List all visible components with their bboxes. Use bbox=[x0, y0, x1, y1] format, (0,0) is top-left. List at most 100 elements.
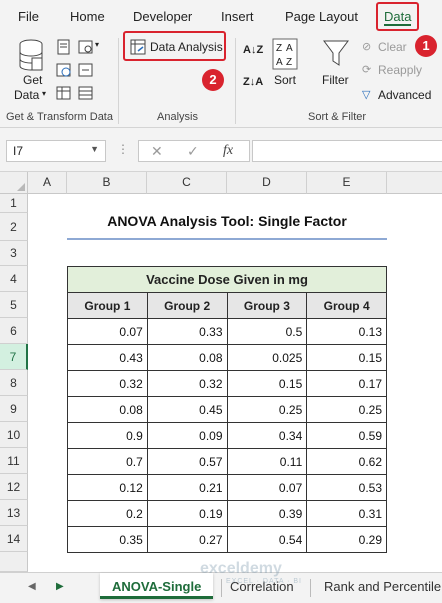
tab-data[interactable]: Data bbox=[376, 2, 420, 31]
data-analysis-button[interactable]: Data Analysis bbox=[123, 31, 226, 61]
tab-page-layout[interactable]: Page Layout bbox=[285, 9, 359, 24]
from-text-icon[interactable] bbox=[56, 39, 72, 55]
table-cell[interactable]: 0.07 bbox=[67, 318, 148, 345]
table-cell[interactable]: 0.11 bbox=[226, 448, 308, 475]
table-cell[interactable]: 0.9 bbox=[67, 422, 148, 449]
scroll-left-icon[interactable]: ◀ bbox=[28, 581, 36, 592]
chevron-down-icon[interactable]: ▼ bbox=[90, 144, 99, 154]
table-cell[interactable]: 0.09 bbox=[146, 422, 228, 449]
column-header-b[interactable]: B bbox=[67, 172, 147, 194]
clear-label[interactable]: Clear bbox=[378, 40, 407, 54]
table-cell[interactable]: 0.54 bbox=[226, 526, 308, 553]
tab-developer[interactable]: Developer bbox=[133, 9, 193, 24]
table-cell[interactable]: 0.59 bbox=[306, 422, 387, 449]
row-header[interactable]: 8 bbox=[0, 370, 28, 396]
table-cell[interactable]: 0.08 bbox=[146, 344, 228, 371]
table-cell[interactable]: 0.43 bbox=[67, 344, 148, 371]
table-cell[interactable]: 0.12 bbox=[67, 474, 148, 501]
row-header[interactable]: 6 bbox=[0, 318, 28, 344]
row-header[interactable]: 11 bbox=[0, 448, 28, 474]
sheet-tab-rank-percentile[interactable]: Rank and Percentile bbox=[324, 579, 442, 594]
advanced-label[interactable]: Advanced bbox=[378, 88, 432, 102]
existing-connections-icon[interactable] bbox=[78, 62, 94, 78]
table-cell[interactable]: 0.21 bbox=[146, 474, 228, 501]
table-cell[interactable]: 0.15 bbox=[306, 344, 387, 371]
column-group-1[interactable]: Group 1 bbox=[67, 292, 148, 319]
table-cell[interactable]: 0.25 bbox=[226, 396, 308, 423]
recent-sources-icon[interactable] bbox=[78, 39, 94, 55]
table-cell[interactable]: 0.29 bbox=[306, 526, 387, 553]
queries-connections-icon[interactable] bbox=[78, 85, 94, 101]
reapply-icon[interactable]: ⟳ bbox=[362, 64, 372, 76]
column-header-c[interactable]: C bbox=[147, 172, 227, 194]
formula-input[interactable] bbox=[252, 140, 442, 162]
table-cell[interactable]: 0.17 bbox=[306, 370, 387, 397]
table-cell[interactable]: 0.34 bbox=[226, 422, 308, 449]
table-cell[interactable]: 0.27 bbox=[146, 526, 228, 553]
cancel-icon[interactable]: ✕ bbox=[151, 143, 163, 159]
table-cell[interactable]: 0.35 bbox=[67, 526, 148, 553]
row-header[interactable]: 10 bbox=[0, 422, 28, 448]
name-box[interactable]: I7 ▼ bbox=[6, 140, 106, 162]
from-web-icon[interactable] bbox=[56, 62, 72, 78]
row-header-selected[interactable]: 7 bbox=[0, 344, 28, 370]
row-header[interactable]: 12 bbox=[0, 474, 28, 500]
row-header[interactable]: 14 bbox=[0, 526, 28, 552]
column-group-4[interactable]: Group 4 bbox=[306, 292, 387, 319]
table-cell[interactable]: 0.32 bbox=[67, 370, 148, 397]
enter-icon[interactable]: ✓ bbox=[187, 143, 199, 159]
tab-insert[interactable]: Insert bbox=[221, 9, 254, 24]
table-cell[interactable]: 0.13 bbox=[306, 318, 387, 345]
row-header[interactable] bbox=[0, 552, 28, 572]
table-cell[interactable]: 0.7 bbox=[67, 448, 148, 475]
table-cell[interactable]: 0.25 bbox=[306, 396, 387, 423]
sheet-tab-anova-single[interactable]: ANOVA-Single bbox=[100, 573, 214, 599]
advanced-filter-icon[interactable]: ▽ bbox=[362, 89, 371, 101]
column-header-f[interactable] bbox=[387, 172, 442, 194]
table-cell[interactable]: 0.07 bbox=[226, 474, 308, 501]
from-table-icon[interactable] bbox=[56, 85, 72, 101]
table-cell[interactable]: 0.53 bbox=[306, 474, 387, 501]
scroll-right-icon[interactable]: ▶ bbox=[56, 581, 64, 592]
tab-home[interactable]: Home bbox=[70, 9, 105, 24]
table-cell[interactable]: 0.025 bbox=[226, 344, 308, 371]
insert-function-icon[interactable]: fx bbox=[223, 143, 234, 158]
table-cell[interactable]: 0.62 bbox=[306, 448, 387, 475]
table-cell[interactable]: 0.19 bbox=[146, 500, 228, 527]
table-cell[interactable]: 0.15 bbox=[226, 370, 308, 397]
table-cell[interactable]: 0.32 bbox=[146, 370, 228, 397]
get-data-button[interactable] bbox=[18, 38, 44, 77]
table-cell[interactable]: 0.33 bbox=[146, 318, 228, 345]
table-cell[interactable]: 0.2 bbox=[67, 500, 148, 527]
tab-file[interactable]: File bbox=[18, 9, 39, 24]
table-cell[interactable]: 0.5 bbox=[226, 318, 308, 345]
table-cell[interactable]: 0.39 bbox=[226, 500, 308, 527]
sort-icon[interactable]: Z A A Z bbox=[272, 38, 298, 70]
select-all-corner[interactable] bbox=[0, 172, 28, 194]
filter-icon[interactable] bbox=[322, 38, 350, 68]
tab-divider bbox=[310, 579, 311, 597]
table-cell[interactable]: 0.45 bbox=[146, 396, 228, 423]
row-header[interactable]: 5 bbox=[0, 292, 28, 318]
table-cell[interactable]: 0.31 bbox=[306, 500, 387, 527]
clear-filter-icon[interactable]: ⊘ bbox=[362, 41, 372, 53]
sort-descending-icon[interactable]: Z↓A bbox=[243, 76, 264, 88]
row-header[interactable]: 3 bbox=[0, 241, 28, 266]
sort-ascending-icon[interactable]: A↓Z bbox=[243, 44, 264, 56]
row-header[interactable]: 1 bbox=[0, 194, 28, 213]
formula-buttons: ✕ ✓ fx bbox=[138, 140, 250, 162]
reapply-label[interactable]: Reapply bbox=[378, 63, 423, 77]
row-header[interactable]: 9 bbox=[0, 396, 28, 422]
table-cell[interactable]: 0.57 bbox=[146, 448, 228, 475]
table-cell[interactable]: 0.08 bbox=[67, 396, 148, 423]
column-header-d[interactable]: D bbox=[227, 172, 307, 194]
sheet-tab-correlation[interactable]: Correlation bbox=[230, 579, 294, 594]
row-header[interactable]: 2 bbox=[0, 213, 28, 241]
column-group-2[interactable]: Group 2 bbox=[146, 292, 228, 319]
row-header[interactable]: 13 bbox=[0, 500, 28, 526]
column-header-e[interactable]: E bbox=[307, 172, 387, 194]
table-banner[interactable]: Vaccine Dose Given in mg bbox=[67, 266, 387, 293]
column-group-3[interactable]: Group 3 bbox=[226, 292, 308, 319]
row-header[interactable]: 4 bbox=[0, 266, 28, 292]
column-header-a[interactable]: A bbox=[28, 172, 67, 194]
